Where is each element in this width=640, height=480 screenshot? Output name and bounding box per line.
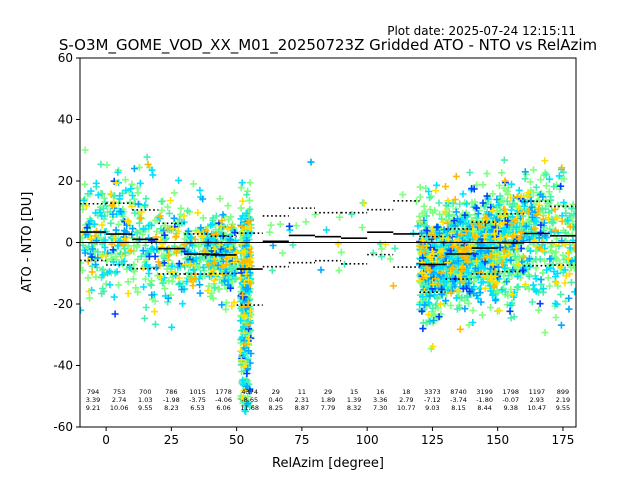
scatter-marker-group [84, 160, 576, 348]
x-tick-label: 125 [421, 433, 444, 447]
x-tick-label: 0 [102, 433, 110, 447]
bin-count: 700 [139, 388, 151, 396]
bin-mean: -1.98 [163, 396, 180, 404]
bin-count: 8740 [450, 388, 467, 396]
scatter-marker-group [80, 153, 576, 415]
x-tick-label: 100 [356, 433, 379, 447]
bin-mean: 1.03 [138, 396, 152, 404]
scatter-points [80, 146, 576, 415]
bin-std: 8.32 [347, 404, 361, 412]
bin-mean: -8.65 [241, 396, 258, 404]
bin-std: 10.77 [397, 404, 416, 412]
bin-mean: 2.93 [530, 396, 544, 404]
bin-std: 8.23 [164, 404, 178, 412]
bin-count: 11 [298, 388, 306, 396]
bin-count: 3199 [476, 388, 493, 396]
bin-mean: 0.40 [269, 396, 283, 404]
scatter-marker-group [80, 146, 576, 411]
bin-count: 786 [165, 388, 177, 396]
bin-mean: -0.07 [502, 396, 519, 404]
bin-std: 6.06 [216, 404, 230, 412]
bin-mean: 2.74 [112, 396, 126, 404]
bin-std: 8.15 [451, 404, 465, 412]
bin-mean: 1.89 [321, 396, 335, 404]
bin-std: 7.79 [321, 404, 335, 412]
bin-std: 9.38 [503, 404, 517, 412]
x-tick-label: 50 [229, 433, 244, 447]
bin-count: 15 [350, 388, 358, 396]
axes: 0 25 50 75 100 125 150 175 -60 -40 -20 0 20 40 60 [53, 51, 574, 447]
bin-std: 9.55 [556, 404, 570, 412]
bin-std: 10.06 [110, 404, 129, 412]
bin-labels: 7943.399.217532.7410.067001.039.55786-1.… [86, 388, 570, 412]
y-tick-label: 60 [58, 51, 73, 65]
bin-std: 6.53 [190, 404, 204, 412]
bin-std: 8.44 [477, 404, 491, 412]
bin-mean: 2.31 [295, 396, 309, 404]
plot-date: Plot date: 2025-07-24 12:15:11 [387, 24, 576, 38]
bin-std: 8.87 [295, 404, 309, 412]
chart-title: S-O3M_GOME_VOD_XX_M01_20250723Z Gridded … [59, 36, 597, 55]
bin-count: 794 [87, 388, 99, 396]
bin-std: 9.55 [138, 404, 152, 412]
scatter-marker-group [80, 166, 576, 415]
x-tick-label: 25 [164, 433, 179, 447]
y-tick-label: -60 [53, 420, 73, 434]
bin-count: 899 [557, 388, 569, 396]
bin-mean: 2.19 [556, 396, 570, 404]
bin-count: 18 [402, 388, 410, 396]
bin-count: 3373 [424, 388, 441, 396]
bin-count: 753 [113, 388, 125, 396]
bin-count: 1197 [529, 388, 546, 396]
bin-mean: -4.06 [215, 396, 232, 404]
bin-mean: -1.80 [476, 396, 493, 404]
x-axis-label: RelAzim [degree] [272, 456, 384, 471]
bin-mean: 3.36 [373, 396, 387, 404]
y-tick-label: 0 [65, 236, 73, 250]
y-tick-label: 40 [58, 113, 73, 127]
y-axis-label: ATO - NTO [DU] [20, 192, 35, 293]
x-tick-label: 75 [294, 433, 309, 447]
bin-statistics [80, 200, 576, 306]
bin-std: 7.30 [373, 404, 387, 412]
x-tick-label: 150 [486, 433, 509, 447]
bin-std: 10.47 [528, 404, 547, 412]
bin-mean: 2.79 [399, 396, 413, 404]
bin-mean: -7.12 [424, 396, 441, 404]
bin-std: 9.21 [86, 404, 100, 412]
x-tick-label: 175 [551, 433, 574, 447]
bin-count: 4374 [241, 388, 258, 396]
bin-count: 1015 [189, 388, 206, 396]
y-tick-label: -20 [53, 297, 73, 311]
bin-mean: 1.39 [347, 396, 361, 404]
bin-std: 11.68 [240, 404, 259, 412]
bin-std: 8.25 [269, 404, 283, 412]
bin-count: 1798 [502, 388, 519, 396]
bin-mean: 3.39 [86, 396, 100, 404]
bin-count: 29 [324, 388, 332, 396]
bin-mean: -3.74 [450, 396, 467, 404]
y-tick-label: 20 [58, 174, 73, 188]
bin-count: 1778 [215, 388, 232, 396]
bin-std: 9.03 [425, 404, 439, 412]
bin-count: 29 [272, 388, 280, 396]
bin-mean: -3.75 [189, 396, 206, 404]
bin-count: 16 [376, 388, 384, 396]
y-tick-label: -40 [53, 359, 73, 373]
